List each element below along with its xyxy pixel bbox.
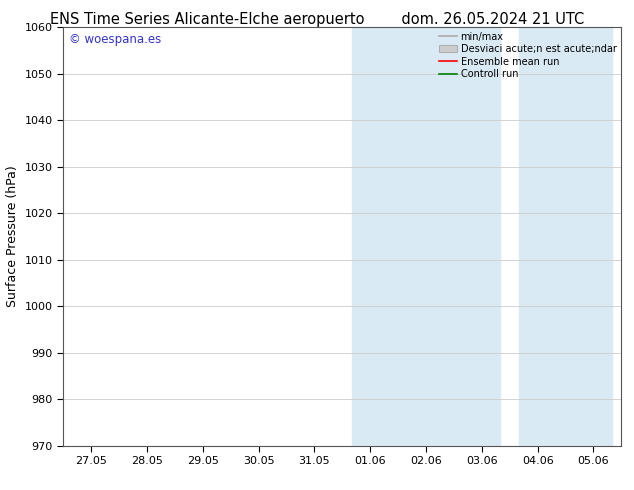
Text: © woespana.es: © woespana.es	[69, 33, 161, 46]
Legend: min/max, Desviaci acute;n est acute;ndar, Ensemble mean run, Controll run: min/max, Desviaci acute;n est acute;ndar…	[437, 30, 618, 81]
Y-axis label: Surface Pressure (hPa): Surface Pressure (hPa)	[6, 166, 19, 307]
Text: ENS Time Series Alicante-Elche aeropuerto        dom. 26.05.2024 21 UTC: ENS Time Series Alicante-Elche aeropuert…	[50, 12, 584, 27]
Bar	[519, 27, 556, 446]
Bar	[556, 27, 612, 446]
Bar	[389, 27, 500, 446]
Bar	[352, 27, 389, 446]
